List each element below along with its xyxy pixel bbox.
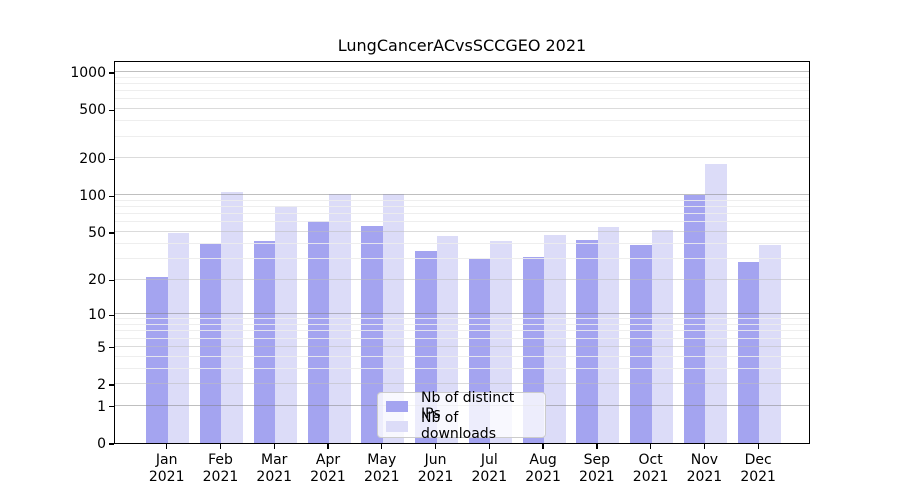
gridline-10 <box>115 313 809 315</box>
y-tick-mark-200 <box>109 158 114 160</box>
bar-ips-oct <box>630 244 652 443</box>
y-tick-mark-500 <box>109 109 114 111</box>
legend-swatch-downloads <box>386 420 408 432</box>
legend: Nb of distinct IPs Nb of downloads <box>377 390 546 442</box>
bar-downloads-feb <box>221 192 243 443</box>
legend-item-downloads: Nb of downloads <box>386 410 537 442</box>
gridline-4 <box>115 355 809 357</box>
x-tick-mark-nov <box>703 444 706 449</box>
y-tick-mark-50 <box>109 232 114 234</box>
x-tick-label-nov: Nov 2021 <box>686 452 723 485</box>
x-tick-mark-aug <box>542 444 544 449</box>
y-tick-label-1: 1 <box>97 398 106 415</box>
bar-ips-apr <box>307 220 329 443</box>
gridline-50 <box>115 230 809 232</box>
x-tick-label-sep: Sep 2021 <box>579 452 615 485</box>
y-tick-label-2: 2 <box>97 377 106 393</box>
x-tick-label-apr: Apr 2021 <box>310 452 346 485</box>
x-tick-label-oct: Oct 2021 <box>632 452 669 485</box>
x-tick-mark-may <box>381 444 383 449</box>
y-tick-mark-1000 <box>109 72 114 74</box>
gridline-20 <box>115 278 809 280</box>
gridline-40 <box>115 242 809 244</box>
y-tick-mark-10 <box>109 314 114 316</box>
y-tick-label-1000: 1000 <box>70 64 106 81</box>
gridline-400 <box>115 120 809 122</box>
y-tick-label-20: 20 <box>88 272 106 289</box>
chart-title: LungCancerACvsSCCGEO 2021 <box>337 36 587 55</box>
legend-item-distinct-ips: Nb of distinct IPs <box>386 390 537 422</box>
gridline-90 <box>115 199 809 201</box>
gridline-100 <box>115 193 809 196</box>
gridline-2 <box>115 383 809 385</box>
gridline-900 <box>115 76 809 78</box>
gridline-70 <box>115 213 809 215</box>
x-tick-mark-oct <box>650 444 652 449</box>
gridline-60 <box>115 221 809 223</box>
gridline-80 <box>115 206 809 208</box>
y-tick-label-200: 200 <box>79 151 106 168</box>
gridline-200 <box>115 157 809 159</box>
x-tick-label-jan: Jan 2021 <box>148 452 185 485</box>
grid-layer <box>115 62 809 443</box>
y-tick-mark-20 <box>109 279 114 282</box>
gridline-1000 <box>115 70 809 72</box>
bar-downloads-nov <box>705 163 727 443</box>
x-tick-label-dec: Dec 2021 <box>740 452 776 485</box>
gridline-30 <box>115 257 809 259</box>
gridline-6 <box>115 337 809 339</box>
legend-label-distinct-ips: Nb of distinct IPs <box>421 390 515 422</box>
bar-downloads-sep <box>597 226 620 443</box>
y-tick-mark-2 <box>109 384 114 386</box>
y-tick-mark-5 <box>109 347 114 349</box>
gridline-300 <box>115 135 809 137</box>
x-tick-label-jun: Jun 2021 <box>417 452 454 485</box>
gridline-500 <box>115 108 809 110</box>
y-tick-label-0: 0 <box>97 436 106 452</box>
x-tick-label-may: May 2021 <box>363 452 400 485</box>
y-tick-mark-0 <box>109 443 114 445</box>
gridline-7 <box>115 330 809 332</box>
y-tick-label-5: 5 <box>97 339 106 356</box>
x-tick-mark-dec <box>757 444 759 449</box>
x-tick-mark-apr <box>327 444 329 449</box>
x-tick-label-jul: Jul 2021 <box>471 452 508 485</box>
y-tick-label-500: 500 <box>79 102 106 119</box>
x-tick-mark-jun <box>434 444 437 449</box>
plot-area: Nb of distinct IPs Nb of downloads <box>114 61 810 444</box>
gridline-5 <box>115 345 809 347</box>
gridline-8 <box>115 324 809 326</box>
bar-downloads-oct <box>651 229 674 443</box>
y-tick-label-50: 50 <box>88 224 106 241</box>
x-tick-mark-feb <box>219 444 222 449</box>
legend-label-downloads: Nb of downloads <box>421 410 496 442</box>
bar-downloads-jun <box>436 236 459 443</box>
y-tick-label-10: 10 <box>88 307 106 324</box>
bar-ips-may <box>361 225 383 443</box>
x-tick-mark-mar <box>273 444 275 449</box>
bar-ips-feb <box>199 243 222 443</box>
bar-downloads-dec <box>759 244 781 443</box>
bar-ips-mar <box>253 241 276 443</box>
gridline-3 <box>115 367 809 369</box>
x-tick-mark-sep <box>596 444 598 449</box>
x-tick-label-mar: Mar 2021 <box>256 452 293 485</box>
x-tick-label-aug: Aug 2021 <box>525 452 561 485</box>
x-tick-mark-jan <box>166 444 168 449</box>
y-tick-mark-1 <box>109 406 114 408</box>
y-tick-label-100: 100 <box>79 188 106 205</box>
gridline-9 <box>115 318 809 320</box>
x-tick-label-feb: Feb 2021 <box>202 452 239 485</box>
bar-downloads-aug <box>544 235 566 443</box>
gridline-700 <box>115 90 809 92</box>
gridline-600 <box>115 98 809 100</box>
y-tick-mark-100 <box>109 195 114 197</box>
bar-ips-jan <box>146 277 168 443</box>
bar-ips-sep <box>576 239 598 443</box>
bar-ips-dec <box>737 262 760 443</box>
legend-swatch-distinct-ips <box>386 400 408 412</box>
x-tick-mark-jul <box>488 444 491 449</box>
gridline-800 <box>115 82 809 84</box>
